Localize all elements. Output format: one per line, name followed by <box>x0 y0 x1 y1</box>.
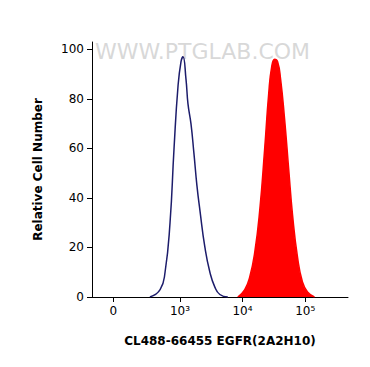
svg-text:40: 40 <box>69 191 84 205</box>
svg-text:10⁴: 10⁴ <box>232 304 252 318</box>
svg-text:0: 0 <box>109 304 117 318</box>
svg-text:Relative Cell Number: Relative Cell Number <box>31 98 45 241</box>
svg-text:WWW.PTGLAB.COM: WWW.PTGLAB.COM <box>95 39 310 64</box>
svg-text:10³: 10³ <box>170 304 190 318</box>
svg-text:80: 80 <box>69 92 84 106</box>
svg-text:10⁵: 10⁵ <box>295 304 315 318</box>
svg-text:20: 20 <box>69 240 84 254</box>
svg-text:CL488-66455 EGFR(2A2H10): CL488-66455 EGFR(2A2H10) <box>124 334 316 348</box>
svg-text:100: 100 <box>61 42 84 56</box>
svg-text:60: 60 <box>69 141 84 155</box>
svg-text:0: 0 <box>76 290 84 304</box>
